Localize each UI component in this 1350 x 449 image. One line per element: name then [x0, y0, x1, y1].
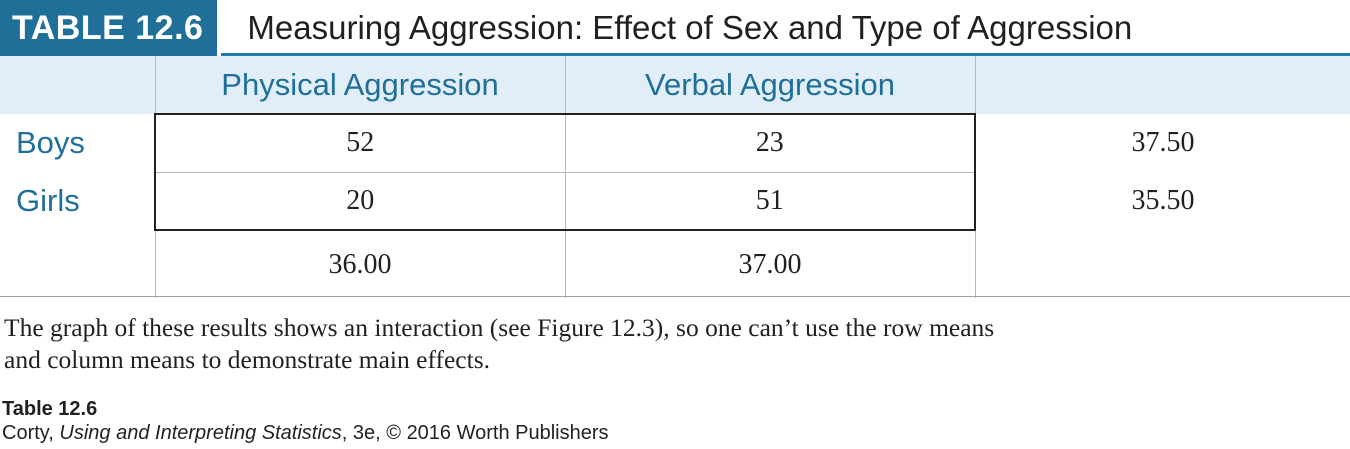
- table-number-label: TABLE 12.6: [0, 0, 222, 56]
- credit-publisher: , 3e, © 2016 Worth Publishers: [341, 422, 609, 444]
- cell-girls-physical: 20: [154, 172, 566, 231]
- credit-author: Corty,: [2, 422, 60, 444]
- cell-girls-verbal: 51: [565, 172, 976, 231]
- table-note: The graph of these results shows an inte…: [4, 312, 1350, 376]
- column-header-means: [975, 56, 1350, 114]
- credit-title: Table 12.6: [2, 398, 98, 420]
- grand-mean-cell: [975, 230, 1350, 298]
- credit-book-title: Using and Interpreting Statistics: [59, 422, 342, 444]
- means-row-label: [0, 230, 156, 298]
- column-mean-verbal: 37.00: [565, 230, 976, 298]
- table-note-line-1: The graph of these results shows an inte…: [4, 313, 995, 342]
- column-header-row: Physical Aggression Verbal Aggression: [0, 56, 1350, 114]
- row-header-girls: Girls: [16, 183, 80, 218]
- corner-cell: [0, 56, 156, 114]
- row-header-boys: Boys: [16, 125, 85, 160]
- table-bottom-rule: [0, 296, 1350, 297]
- cell-boys-verbal: 23: [565, 113, 976, 173]
- row-mean-girls: 35.50: [1131, 185, 1195, 216]
- table-title: Measuring Aggression: Effect of Sex and …: [247, 9, 1133, 46]
- table-row: Boys 52 23 37.50: [0, 113, 1350, 173]
- data-table: Physical Aggression Verbal Aggression Bo…: [0, 56, 1350, 298]
- cell-boys-physical: 52: [154, 113, 566, 173]
- credit-line: Corty, Using and Interpreting Statistics…: [2, 422, 609, 445]
- table-header: TABLE 12.6 Measuring Aggression: Effect …: [0, 0, 1350, 56]
- column-header-physical: Physical Aggression: [155, 56, 566, 114]
- table-row: Girls 20 51 35.50: [0, 172, 1350, 231]
- table-note-line-2: and column means to demonstrate main eff…: [4, 345, 491, 374]
- row-mean-boys: 37.50: [1131, 127, 1195, 158]
- column-mean-physical: 36.00: [155, 230, 566, 298]
- column-means-row: 36.00 37.00: [0, 230, 1350, 298]
- column-header-verbal: Verbal Aggression: [565, 56, 976, 114]
